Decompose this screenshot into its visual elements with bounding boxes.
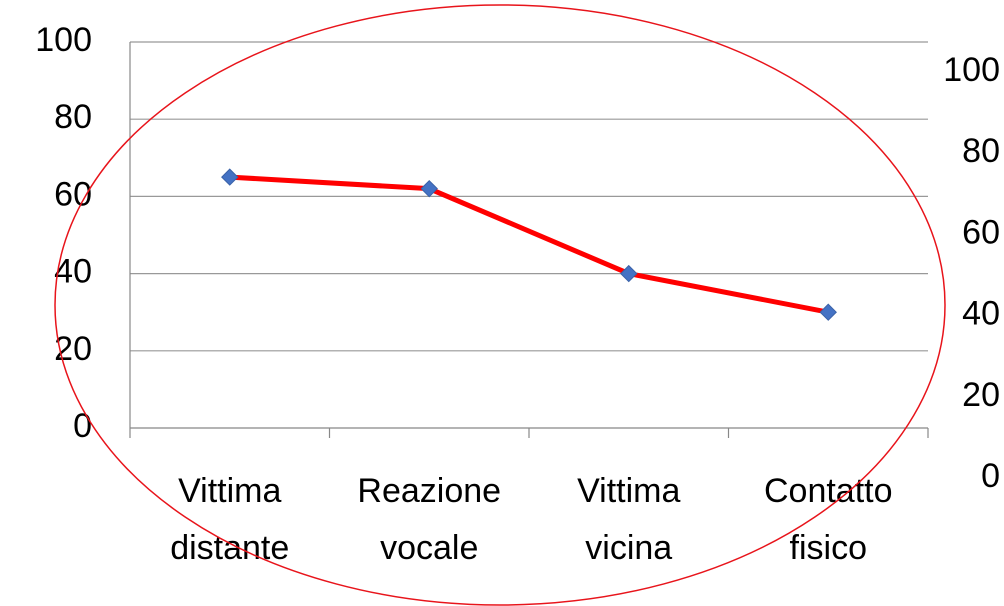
y2-tick-label: 80 bbox=[962, 132, 1000, 170]
y2-tick-label: 20 bbox=[962, 376, 1000, 414]
highlight-ellipse bbox=[54, 4, 946, 606]
y2-tick-label: 40 bbox=[962, 295, 1000, 333]
y2-tick-label: 100 bbox=[943, 51, 1000, 89]
marker bbox=[221, 168, 239, 186]
x-tick-label: Vittima distante bbox=[170, 472, 289, 567]
y-tick-label: 0 bbox=[73, 407, 92, 445]
y-tick-label: 20 bbox=[54, 330, 92, 368]
marker bbox=[620, 264, 638, 283]
x-tick-label: Vittima vicina bbox=[577, 472, 680, 567]
x-tick-label: Contatto fisico bbox=[764, 472, 893, 567]
y2-tick-label: 60 bbox=[962, 213, 1000, 251]
y-tick-label: 80 bbox=[54, 98, 92, 136]
marker bbox=[819, 303, 837, 321]
x-tick-label: Reazione vocale bbox=[357, 472, 501, 567]
marker bbox=[420, 179, 438, 198]
y-tick-label: 100 bbox=[35, 21, 92, 59]
series-line bbox=[229, 174, 829, 315]
y2-tick-label: 0 bbox=[981, 457, 1000, 495]
